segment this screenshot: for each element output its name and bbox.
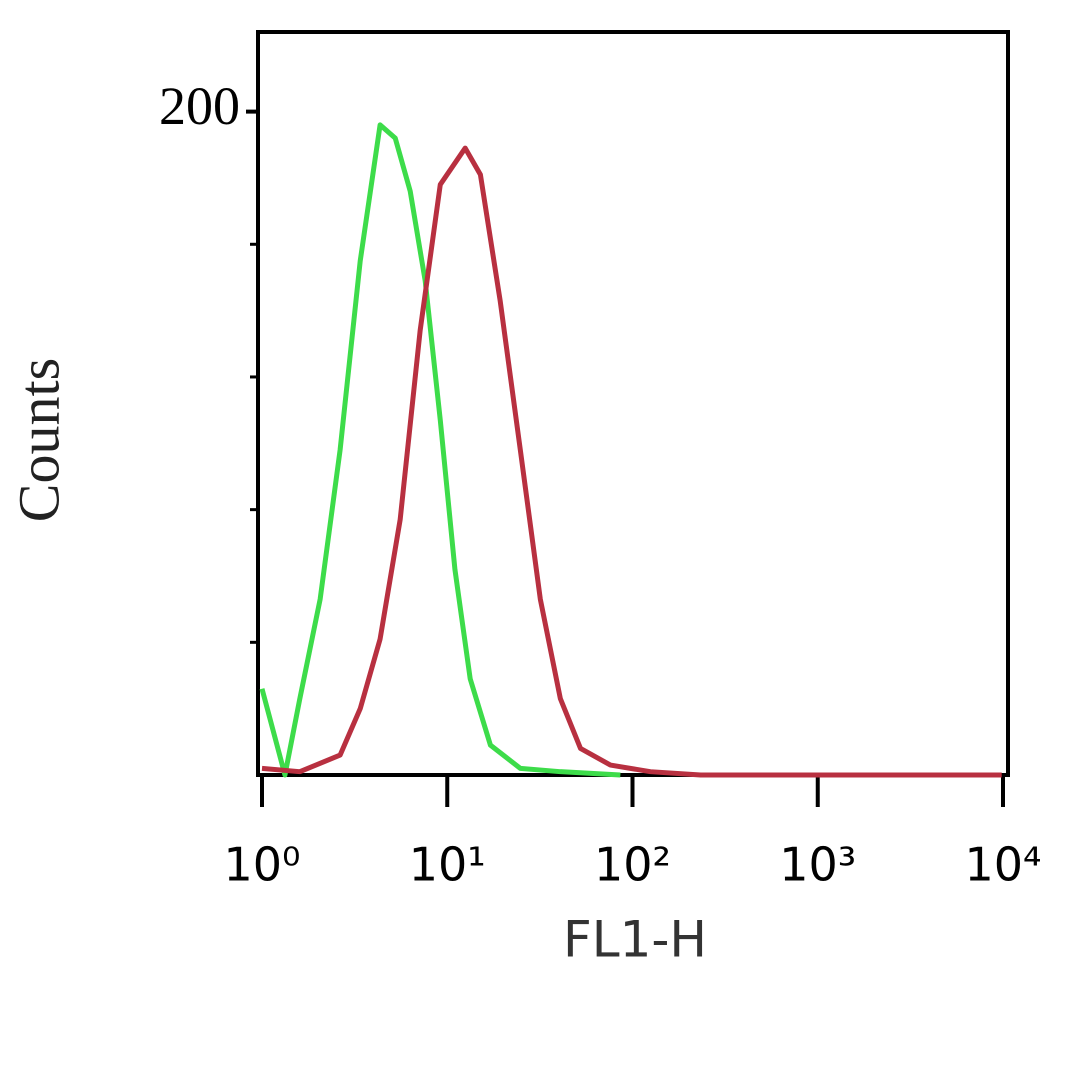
x-tick-label: 10⁰ (224, 838, 301, 892)
x-tick-label: 10² (594, 838, 671, 892)
x-tick-label: 10⁴ (965, 838, 1042, 892)
histogram-line (259, 122, 621, 778)
x-axis-label: FL1-H (563, 911, 707, 969)
y-axis-label: Counts (6, 358, 71, 522)
histogram-line (261, 145, 1002, 778)
x-tick-label: 10³ (779, 838, 856, 892)
y-tick-label: 200 (159, 76, 240, 136)
x-tick-label: 10¹ (409, 838, 486, 892)
